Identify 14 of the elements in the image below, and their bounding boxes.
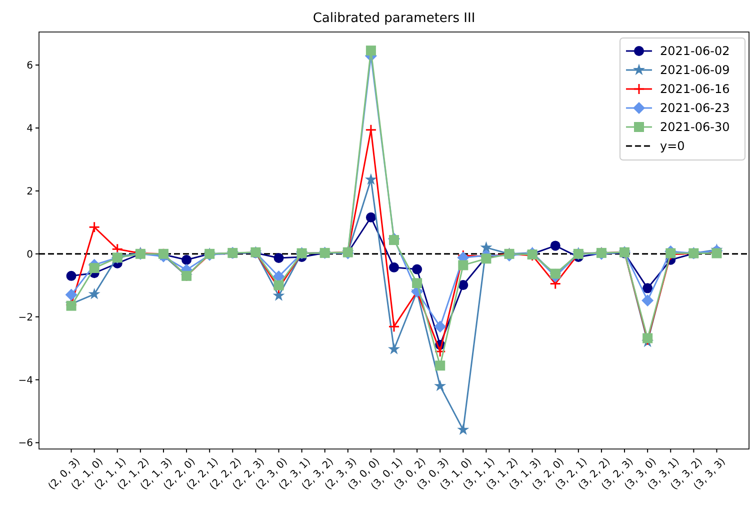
y-tick-label: −6 xyxy=(18,438,33,450)
y-tick-label: 4 xyxy=(26,123,33,134)
legend-label: 2021-06-09 xyxy=(660,63,730,78)
y-tick-label: 6 xyxy=(26,60,33,72)
legend-label: y=0 xyxy=(660,139,685,154)
legend-label: 2021-06-02 xyxy=(660,44,730,58)
y-tick-label: −4 xyxy=(18,375,33,386)
y-tick-label: −2 xyxy=(18,312,33,324)
legend-label: 2021-06-23 xyxy=(660,101,730,116)
y-tick-label: 2 xyxy=(26,186,33,198)
y-tick-label: 0 xyxy=(26,249,33,260)
chart-title: Calibrated parameters III xyxy=(312,11,476,26)
legend-label: 2021-06-16 xyxy=(660,82,730,96)
legend-label: 2021-06-30 xyxy=(660,120,730,134)
